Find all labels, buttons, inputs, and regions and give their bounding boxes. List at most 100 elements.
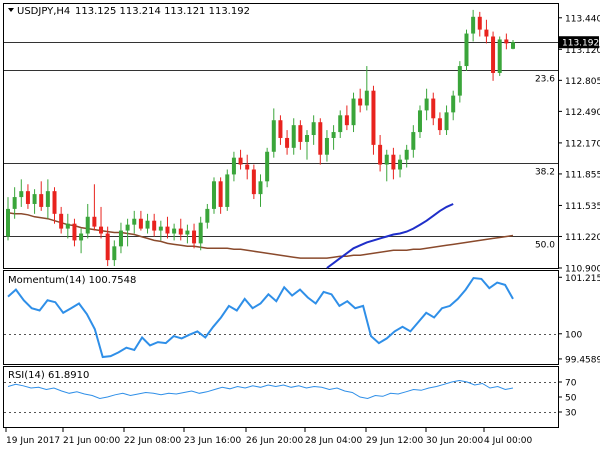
candle [311, 115, 316, 145]
momentum-tick-label: 100 [565, 330, 582, 340]
candle [165, 216, 170, 239]
candle [504, 33, 509, 50]
candle [444, 105, 449, 136]
momentum-tick-label: 99.4589 [565, 355, 600, 365]
candle [85, 203, 90, 239]
time-tick-label: 23 Jun 16:00 [184, 436, 241, 446]
fib-label: 38.2 [535, 168, 555, 178]
candle [92, 184, 97, 231]
candle [437, 112, 442, 136]
candle [32, 189, 37, 214]
fib-label: 50.0 [535, 241, 555, 251]
candle [225, 169, 230, 211]
price-tick-label: 111.220 [565, 233, 600, 243]
slow-moving-average [7, 212, 514, 259]
momentum-series [4, 276, 558, 359]
candle [198, 216, 203, 251]
rsi-tick-label: 70 [565, 379, 577, 389]
candle [464, 29, 469, 71]
candle [331, 125, 336, 150]
candle [384, 149, 389, 182]
candle [424, 88, 429, 121]
candle [358, 88, 363, 113]
candle [231, 151, 236, 182]
candle [205, 203, 210, 229]
price-axis: 113.440 113.120 112.805 112.490 112.170 111.8… [558, 14, 600, 275]
time-axis: 19 Jun 2017 21 Jun 00:00 22 Jun 08:00 23 Ju… [5, 428, 533, 446]
candle [398, 154, 403, 178]
rsi-title: RSI(14) 61.8910 [8, 370, 89, 381]
candle [411, 125, 416, 158]
candle [364, 66, 369, 111]
candle [138, 210, 143, 231]
candle [477, 11, 482, 37]
price-tick-label: 113.120 [565, 46, 600, 56]
candle [457, 61, 462, 103]
candle [158, 220, 163, 241]
fib-levels: 23.6 38.2 50.0 [4, 42, 558, 251]
candle [99, 206, 104, 239]
candle [152, 213, 157, 237]
candle [324, 130, 329, 162]
candles [6, 9, 515, 267]
candle [265, 147, 270, 188]
candle [251, 164, 256, 200]
candle [285, 130, 290, 155]
candle [298, 120, 303, 150]
time-tick-label: 21 Jun 00:00 [63, 436, 120, 446]
price-chart-title: USDJPY,H4 [17, 6, 70, 17]
ohlc-header: 113.125 113.214 113.121 113.192 [75, 6, 250, 17]
candle [484, 19, 489, 44]
candle [371, 85, 376, 155]
current-price-tag: 113.192 [559, 36, 599, 49]
price-tick-label: 110.900 [565, 265, 600, 275]
price-tick-label: 111.855 [565, 170, 600, 180]
candle [59, 206, 64, 234]
candle [378, 135, 383, 172]
candle [118, 222, 123, 254]
rsi-tick-label: 30 [565, 409, 577, 419]
candle [6, 197, 10, 241]
candle [52, 187, 57, 224]
rsi-series [4, 379, 558, 413]
time-tick-label: 30 Jun 20:00 [426, 436, 483, 446]
candle [318, 118, 323, 165]
candle [245, 154, 250, 180]
candle [112, 240, 117, 267]
candle [431, 92, 436, 126]
price-tick-label: 112.170 [565, 139, 600, 149]
candle [305, 130, 310, 160]
momentum-panel-frame [3, 270, 559, 365]
candle [125, 218, 130, 247]
candle [132, 210, 137, 234]
candle [211, 177, 216, 214]
candle [178, 218, 183, 241]
candle [218, 177, 223, 214]
candle [145, 213, 150, 234]
candle [79, 228, 84, 254]
candle [258, 174, 263, 207]
candle [19, 179, 24, 207]
candle [192, 223, 197, 249]
candle [511, 40, 515, 50]
price-tick-label: 112.805 [565, 77, 600, 87]
candle [271, 108, 276, 158]
candle [497, 36, 502, 76]
candle [391, 147, 396, 180]
candle [291, 118, 296, 155]
slow-ma-line [7, 212, 514, 259]
price-panel-frame [3, 3, 559, 269]
fast-ma-line [326, 203, 454, 269]
time-tick-label: 29 Jun 12:00 [366, 436, 423, 446]
time-tick-label: 26 Jun 20:00 [246, 436, 303, 446]
candle [45, 179, 50, 219]
collapse-triangle-icon[interactable] [8, 8, 14, 12]
candle [338, 110, 343, 138]
candle [278, 115, 283, 145]
candle [25, 184, 30, 209]
candle [65, 213, 70, 239]
candle [12, 187, 17, 219]
